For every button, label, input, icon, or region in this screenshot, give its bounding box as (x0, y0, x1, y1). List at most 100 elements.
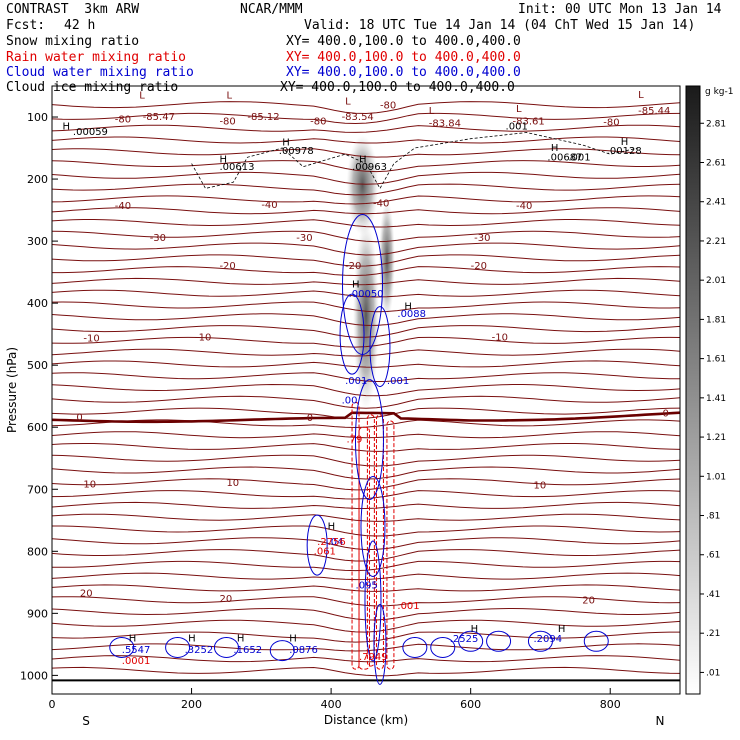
temperature-label: -80 (219, 116, 235, 127)
y-tick-label: 200 (27, 173, 48, 186)
colorbar-tick-label: .81 (706, 512, 720, 522)
isotherm-line (52, 643, 680, 652)
extremum-marker: L (638, 90, 644, 101)
temperature-label: -80 (380, 100, 396, 111)
x-tick-label: 0 (49, 698, 56, 711)
temperature-label: 0 (663, 409, 669, 420)
cloud-water-contour (527, 630, 553, 652)
extremum-marker: L (139, 90, 145, 101)
cloud-ice-label: .00128 (607, 146, 642, 157)
isotherm-line (52, 289, 680, 298)
cloud-water-label: .04 (328, 537, 344, 548)
extremum-marker: H (404, 301, 412, 312)
extremum-marker: H (289, 633, 297, 644)
rain-water-label: .0001 (122, 656, 151, 667)
cloud-water-contour (430, 636, 456, 658)
y-tick-label: 300 (27, 235, 48, 248)
isotherm-line (52, 336, 680, 348)
y-tick-label: 600 (27, 421, 48, 434)
cloud-water-label: .3252 (185, 645, 214, 656)
isotherm-line (52, 454, 680, 467)
cloud-water-contour (402, 636, 428, 658)
y-tick-label: 1000 (20, 669, 48, 682)
cloud-ice-label: .00687 (547, 152, 582, 163)
cloud-water-contour (354, 379, 384, 501)
isotherm-line (52, 112, 680, 125)
temperature-label: 20 (219, 594, 232, 605)
cloud-water-label: .5547 (122, 645, 151, 656)
field-rain-xy: XY= 400.0,100.0 to 400.0,400.0 (286, 50, 521, 65)
temperature-label: -85.12 (247, 112, 279, 123)
isotherm-line (52, 666, 680, 677)
temperature-label: 0 (307, 413, 313, 424)
valid-time: Valid: 18 UTC Tue 14 Jan 14 (04 ChT Wed … (304, 18, 696, 33)
rain-water-label: .79 (346, 435, 362, 446)
extremum-marker: H (129, 633, 137, 644)
isotherm-line (52, 301, 680, 313)
cloud-water-label: .00050 (349, 289, 384, 300)
colorbar-ramp (685, 85, 701, 695)
cloud-ice-label: .00059 (73, 127, 108, 138)
isotherm-line (52, 383, 680, 397)
isotherm-line (52, 266, 680, 277)
temperature-label: -40 (373, 198, 389, 209)
rain-water-label: .7949 (359, 652, 388, 663)
x-tick-label: 400 (321, 698, 342, 711)
y-tick-label: 700 (27, 483, 48, 496)
isotherm-line (52, 219, 680, 228)
x-tick-label: 800 (600, 698, 621, 711)
colorbar-tick-label: 2.01 (706, 276, 726, 286)
rain-water-contour (358, 426, 370, 670)
cloud-water-contour (339, 293, 365, 375)
isotherm-line (52, 148, 680, 158)
temperature-label: -30 (150, 233, 166, 244)
cloud-ice-label: .00613 (219, 162, 254, 173)
cloud-water-contour (165, 636, 191, 658)
rain-water-label: .061 (314, 546, 336, 557)
colorbar-tick-label: .21 (706, 629, 720, 639)
temperature-label: -80 (310, 116, 326, 127)
extremum-marker: L (226, 90, 232, 101)
cloud-water-contour (458, 630, 484, 652)
extremum-marker: H (621, 137, 629, 148)
isotherm-line (52, 431, 680, 439)
isotherm-line (52, 160, 680, 173)
isotherm-line (52, 101, 680, 115)
temperature-label: -30 (474, 233, 490, 244)
isotherm-line (52, 549, 680, 562)
isotherm-line (52, 631, 680, 643)
extremum-marker: H (328, 522, 336, 533)
cloud-water-label: .1652 (233, 645, 262, 656)
extremum-marker: H (62, 121, 70, 132)
rain-water-contour (366, 414, 375, 667)
extremum-marker: H (237, 633, 245, 644)
colorbar-tick-label: 2.81 (706, 119, 726, 129)
field-snow: Snow mixing ratio (6, 34, 140, 49)
cloud-ice-label: .00963 (352, 162, 387, 173)
cloud-water-label: .2525 (450, 634, 479, 645)
colorbar-tick-label: 2.21 (706, 237, 726, 247)
isotherm-line (52, 407, 680, 420)
extremum-marker: H (352, 280, 360, 291)
forecast-hour: 42 h (64, 18, 96, 33)
temperature-label: -10 (195, 332, 211, 343)
cloud-water-contour (364, 540, 382, 662)
cloud-water-contour (373, 603, 387, 685)
temperature-label: -85.47 (143, 112, 175, 123)
colorbar: g kg-1 (685, 85, 733, 695)
cloud-water-label: .001 (345, 376, 367, 387)
isotherm-line (52, 325, 680, 338)
cloud-water-contour (306, 514, 328, 576)
colorbar-tick-label: .61 (706, 551, 720, 561)
field-cloud-water-xy: XY= 400.0,100.0 to 400.0,400.0 (286, 65, 521, 80)
isotherm-line (52, 443, 680, 452)
temperature-label: 20 (582, 595, 595, 606)
isotherm-line (52, 537, 680, 551)
colorbar-tick-label: .41 (706, 590, 720, 600)
temperature-label: -80 (603, 118, 619, 129)
extremum-marker: H (188, 633, 196, 644)
extremum-marker: L (345, 97, 351, 108)
isotherm-line (52, 195, 680, 205)
field-cloud-water: Cloud water mixing ratio (6, 65, 194, 80)
cloud-water-contour (213, 636, 239, 658)
